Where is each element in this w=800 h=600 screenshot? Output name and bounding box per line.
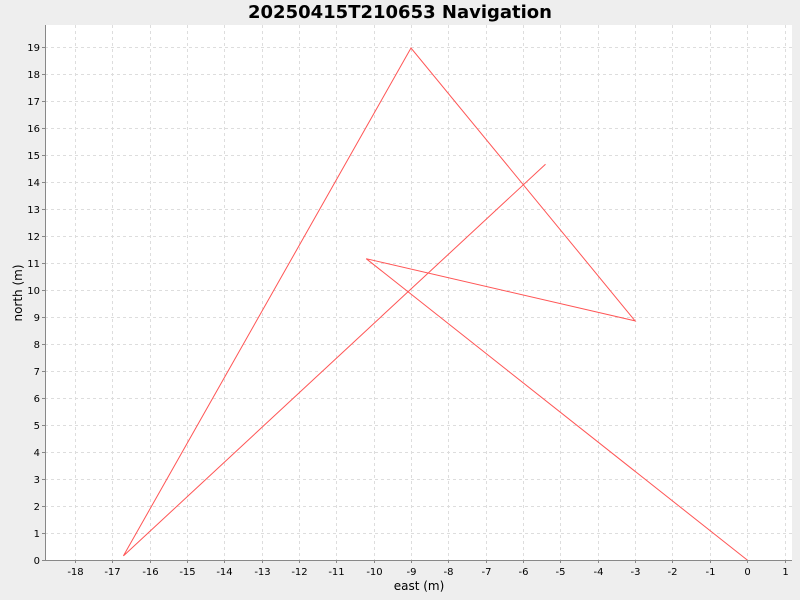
x-tick-label: -8: [444, 567, 454, 578]
y-tick-label: 15: [27, 151, 40, 162]
x-tick-label: -9: [407, 567, 417, 578]
y-axis-label: north (m): [11, 264, 25, 321]
y-tick-label: 4: [34, 448, 40, 459]
y-tick-label: 12: [27, 232, 40, 243]
x-tick-label: -10: [366, 567, 382, 578]
x-tick-label: -16: [142, 567, 158, 578]
y-tick-label: 3: [34, 475, 40, 486]
series-layer: [122, 47, 748, 561]
x-tick-label: -3: [631, 567, 641, 578]
y-tick-label: 14: [27, 178, 40, 189]
y-tick-label: 16: [27, 124, 40, 135]
y-tick-label: 0: [34, 556, 40, 567]
x-tick-label: -5: [556, 567, 566, 578]
x-tick-label: -4: [594, 567, 604, 578]
y-tick-label: 17: [27, 97, 40, 108]
x-tick-label: -17: [104, 567, 120, 578]
y-tick-label: 2: [34, 502, 40, 513]
y-tick-label: 6: [34, 394, 40, 405]
chart-title: 20250415T210653 Navigation: [248, 2, 552, 23]
navigation-track-line: [122, 47, 748, 561]
y-tick-label: 1: [34, 529, 40, 540]
x-tick-label: -6: [519, 567, 529, 578]
x-tick-label: -1: [706, 567, 716, 578]
y-tick-label: 13: [27, 205, 40, 216]
y-tick-label: 5: [34, 421, 40, 432]
x-tick-label: -13: [254, 567, 270, 578]
x-tick-label: -15: [179, 567, 195, 578]
y-tick-label: 18: [27, 70, 40, 81]
x-tick-label: -2: [668, 567, 678, 578]
y-tick-label: 11: [27, 259, 40, 270]
x-tick-label: 0: [744, 567, 750, 578]
y-tick-label: 9: [34, 313, 40, 324]
x-tick-label: -18: [67, 567, 83, 578]
x-tick-label: -14: [216, 567, 232, 578]
y-tick-label: 10: [27, 286, 40, 297]
plot-area: [45, 25, 792, 560]
x-axis-label: east (m): [394, 579, 445, 593]
y-tick-label: 7: [34, 367, 40, 378]
tick-layer: -18 -17 -16 -15 -14 -13 -12 -11 -10 -9 -8 -7 -6 -5 -4-…: [27, 43, 788, 578]
x-tick-label: -12: [291, 567, 307, 578]
y-tick-label: 8: [34, 340, 40, 351]
x-tick-label: -11: [328, 567, 344, 578]
x-tick-label: 1: [782, 567, 788, 578]
y-tick-label: 19: [27, 43, 40, 54]
x-tick-label: -7: [482, 567, 492, 578]
